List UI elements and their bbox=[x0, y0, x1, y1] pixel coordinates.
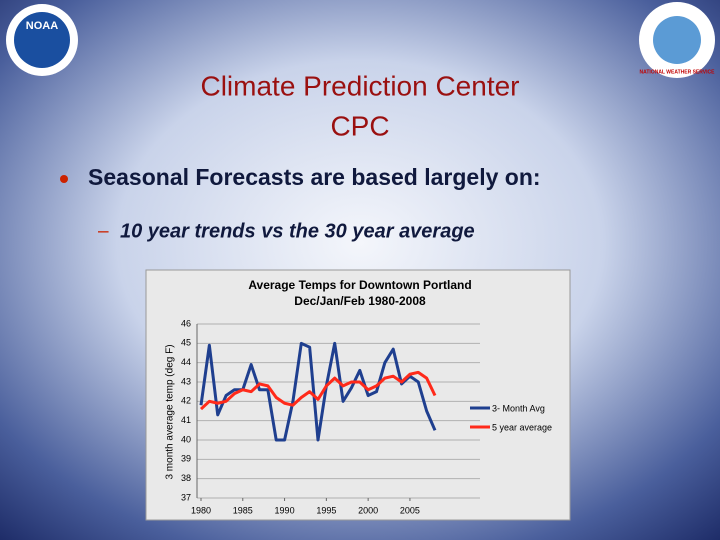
y-tick-label: 37 bbox=[181, 492, 191, 502]
y-tick-label: 45 bbox=[181, 338, 191, 348]
noaa-logo-inner bbox=[14, 12, 70, 68]
y-tick-label: 43 bbox=[181, 376, 191, 386]
x-tick-label: 2005 bbox=[400, 505, 420, 515]
sub-bullet-dash: – bbox=[98, 221, 109, 242]
nws-text: NATIONAL WEATHER SERVICE bbox=[640, 69, 716, 75]
x-tick-label: 1985 bbox=[233, 505, 253, 515]
chart-subtitle: Dec/Jan/Feb 1980-2008 bbox=[294, 294, 426, 308]
nws-logo-inner bbox=[653, 16, 701, 64]
slide-title: Climate Prediction Center bbox=[200, 70, 519, 101]
series-line bbox=[199, 370, 437, 411]
y-tick-label: 42 bbox=[181, 396, 191, 406]
bullet-text: Seasonal Forecasts are based largely on: bbox=[88, 164, 541, 190]
x-tick-label: 2000 bbox=[358, 505, 378, 515]
legend-label: 3- Month Avg bbox=[492, 403, 545, 413]
x-tick-label: 1995 bbox=[316, 505, 336, 515]
y-tick-label: 40 bbox=[181, 434, 191, 444]
bullet-dot bbox=[60, 175, 68, 183]
sub-bullet-text: 10 year trends vs the 30 year average bbox=[120, 220, 475, 242]
noaa-text: NOAA bbox=[26, 20, 58, 32]
y-tick-label: 38 bbox=[181, 473, 191, 483]
y-axis-label: 3 month average temp (deg F) bbox=[165, 344, 176, 479]
x-tick-label: 1980 bbox=[191, 505, 211, 515]
y-tick-label: 39 bbox=[181, 454, 191, 464]
chart-title: Average Temps for Downtown Portland bbox=[248, 278, 471, 292]
y-tick-label: 41 bbox=[181, 415, 191, 425]
y-tick-label: 46 bbox=[181, 318, 191, 328]
y-tick-label: 44 bbox=[181, 357, 191, 367]
x-tick-label: 1990 bbox=[275, 505, 295, 515]
legend-label: 5 year average bbox=[492, 422, 552, 432]
slide-title: CPC bbox=[330, 110, 389, 141]
